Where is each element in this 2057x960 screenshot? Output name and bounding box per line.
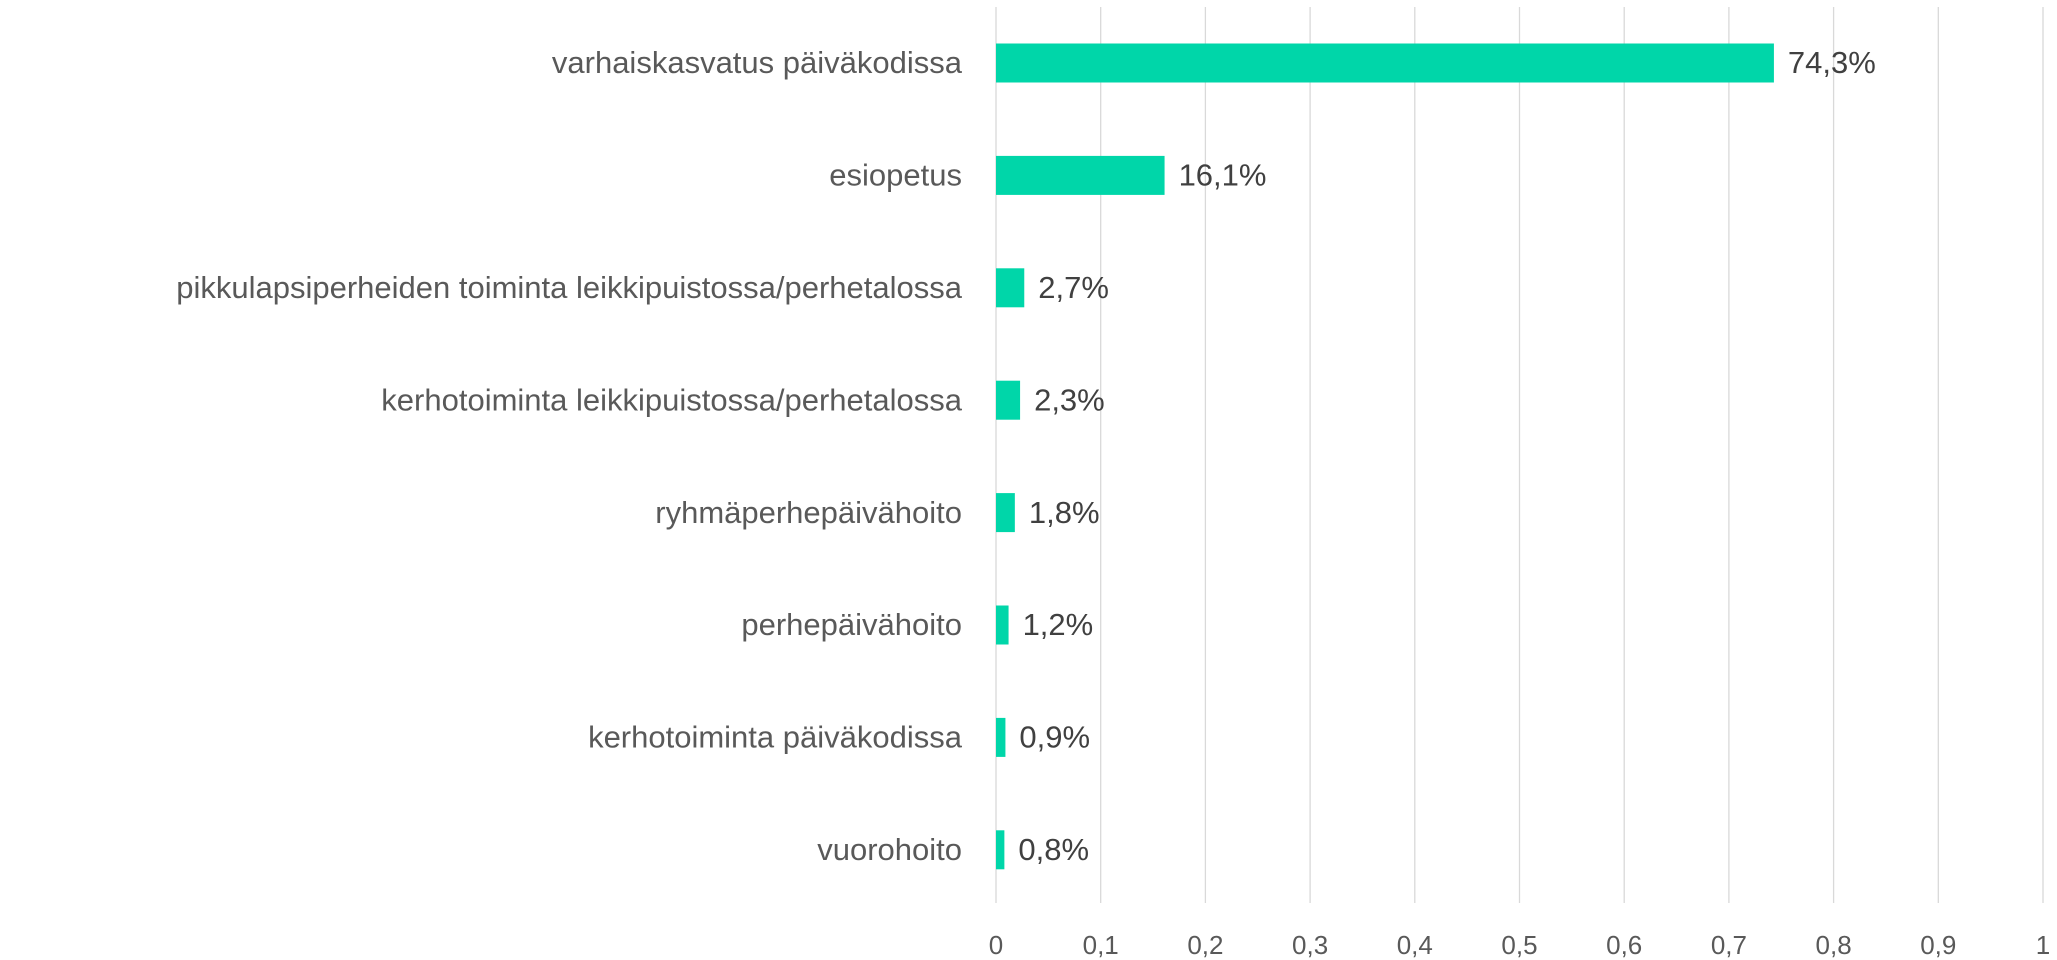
bar <box>996 493 1015 533</box>
value-label: 2,7% <box>1038 270 1109 305</box>
bar <box>996 43 1774 83</box>
category-label: kerhotoiminta leikkipuistossa/perhetalos… <box>381 382 962 417</box>
bar <box>996 155 1165 195</box>
category-label: varhaiskasvatus päiväkodissa <box>552 45 963 80</box>
bar <box>996 380 1021 420</box>
x-tick-label: 0,1 <box>1083 930 1119 960</box>
bar <box>996 717 1006 757</box>
value-label: 0,9% <box>1019 720 1090 755</box>
x-tick-label: 0 <box>989 930 1003 960</box>
category-label: perhepäivähoito <box>741 607 962 642</box>
category-label: pikkulapsiperheiden toiminta leikkipuist… <box>176 270 963 305</box>
value-label: 1,2% <box>1023 607 1094 642</box>
x-tick-label: 0,8 <box>1816 930 1852 960</box>
value-label: 16,1% <box>1179 158 1267 193</box>
x-tick-label: 0,7 <box>1711 930 1747 960</box>
bar <box>996 268 1025 308</box>
category-label: kerhotoiminta päiväkodissa <box>588 720 963 755</box>
x-tick-label: 0,5 <box>1501 930 1537 960</box>
x-tick-label: 0,9 <box>1920 930 1956 960</box>
x-tick-label: 1 <box>2036 930 2050 960</box>
value-label: 0,8% <box>1018 832 1089 867</box>
value-label: 2,3% <box>1034 382 1105 417</box>
x-tick-label: 0,3 <box>1292 930 1328 960</box>
bar <box>996 830 1005 870</box>
bar <box>996 605 1009 645</box>
category-label: ryhmäperhepäivähoito <box>655 495 962 530</box>
category-label: vuorohoito <box>817 832 962 867</box>
x-tick-label: 0,4 <box>1397 930 1433 960</box>
category-label: esiopetus <box>829 158 962 193</box>
x-tick-label: 0,2 <box>1187 930 1223 960</box>
x-tick-label: 0,6 <box>1606 930 1642 960</box>
value-label: 74,3% <box>1788 45 1876 80</box>
value-label: 1,8% <box>1029 495 1100 530</box>
